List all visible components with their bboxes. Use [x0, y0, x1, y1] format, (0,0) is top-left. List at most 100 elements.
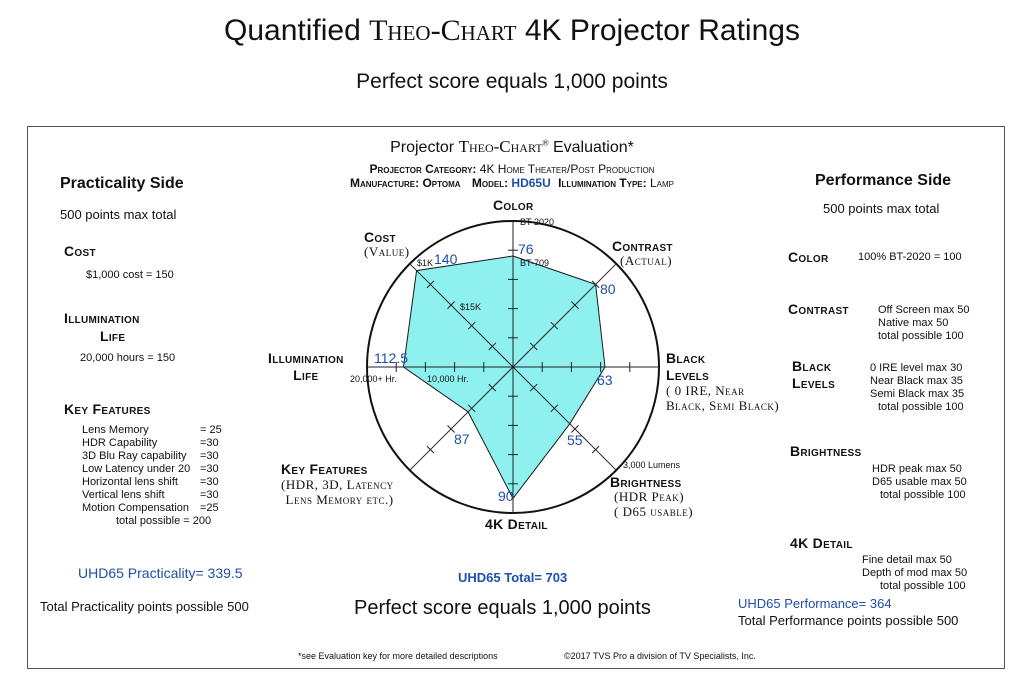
contrast-rules: Off Screen max 50 Native max 50 total po… [878, 304, 970, 343]
category-line: Projector Category: 4K Home Theater/Post… [0, 162, 1024, 176]
radar-tick-contrast [571, 301, 579, 309]
axis-label-illumination-1: Illumination [268, 350, 344, 366]
radar-tick-brightness [571, 425, 579, 433]
brightness-rule: D65 usable max 50 [872, 476, 967, 488]
scale-label-cost-15k: $15K [460, 302, 482, 312]
total-score: UHD65 Total= 703 [458, 570, 568, 585]
chart-frame [27, 126, 1005, 669]
key-rule-label: Motion Compensation [82, 502, 190, 514]
value-label-color: 76 [518, 241, 534, 257]
axis-sub-contrast: (Actual) [620, 253, 673, 268]
key-rule-row: Low Latency under 20 =30 [82, 463, 242, 476]
manufacture-label: Manufacture: [349, 176, 420, 190]
color-section-title: Color [788, 249, 829, 265]
title-part-a: Quantified [224, 14, 361, 47]
axis-sub-cost: (Value) [364, 244, 410, 259]
scale-label-bt709: BT-709 [520, 258, 550, 268]
category-value: 4K Home Theater/Post Production [479, 162, 655, 176]
key-rule-value: =30 [200, 437, 219, 449]
radar-spoke-contrast [512, 263, 617, 368]
axis-label-4k-detail: 4K Detail [485, 516, 548, 532]
radar-tick-contrast [591, 280, 600, 289]
radar-spoke-brightness [512, 366, 617, 471]
copyright: ©2017 TVS Pro a division of TV Specialis… [564, 651, 756, 661]
evaluation-title-b: Theo-Chart [458, 137, 543, 156]
key-rule-row: Horizontal lens shift =30 [82, 476, 242, 489]
key-rule-row: Lens Memory = 25 [82, 424, 242, 437]
value-label-brightness: 55 [567, 432, 583, 448]
key-features-rules: Lens Memory = 25 HDR Capability =30 3D Blu… [82, 424, 242, 528]
practicality-score: UHD65 Practicality= 339.5 [78, 565, 243, 581]
axis-label-color: Color [493, 197, 534, 213]
radar-spokes [367, 221, 659, 513]
radar-tick-features [447, 425, 455, 433]
scale-label-lumens: 3,000 Lumens [623, 460, 681, 470]
illumination-section-title-2: Life [100, 328, 126, 344]
black-levels-rule: Near Black max 35 [870, 375, 963, 387]
evaluation-key-footnote: *see Evaluation key for more detailed de… [298, 651, 498, 661]
manufacture-line: Manufacture: Optoma Model: HD65U Illumin… [0, 176, 1024, 190]
key-rule-value: =30 [200, 476, 219, 488]
key-rule-label: Low Latency under 20 [82, 463, 191, 475]
page-title: Quantified Theo-Chart 4K Projector Ratin… [0, 14, 1024, 48]
axis-label-cost: Cost [364, 229, 396, 245]
brightness-rules: HDR peak max 50 D65 usable max 50 total … [872, 463, 967, 502]
detail-rules: Fine detail max 50 Depth of mod max 50 t… [862, 554, 967, 593]
axis-sub-key-features: (HDR, 3D, Latency Lens Memory etc.) [281, 477, 394, 507]
cost-rule: $1,000 cost = 150 [86, 269, 174, 281]
radar-tick-cost [426, 280, 435, 289]
key-rule-value: = 25 [200, 424, 222, 436]
performance-max-total: 500 points max total [823, 201, 940, 216]
key-rule-label: Horizontal lens shift [82, 476, 178, 488]
axis-sub-key-features-1: (HDR, 3D, Latency [281, 477, 394, 492]
black-levels-rule: Semi Black max 35 [870, 388, 965, 400]
contrast-rule: total possible 100 [878, 330, 964, 342]
key-rule-value: =30 [200, 489, 219, 501]
manufacture-value: Optoma [422, 176, 461, 190]
axis-sub-brightness: (HDR Peak) ( D65 usable) [614, 489, 693, 519]
radar-tick-cost [447, 301, 455, 309]
perfect-score-note: Perfect score equals 1,000 points [354, 597, 651, 619]
radar-tick-cost [467, 321, 476, 330]
key-rule-value: =25 [200, 502, 219, 514]
key-rule-value: =30 [200, 450, 219, 462]
model-value: HD65U [511, 176, 551, 190]
key-rule-row: 3D Blu Ray capability =30 [82, 450, 242, 463]
key-rule-row: HDR Capability =30 [82, 437, 242, 450]
black-levels-rules: 0 IRE level max 30 Near Black max 35 Sem… [870, 362, 964, 414]
radar-tick-contrast [529, 342, 538, 351]
scale-label-cost-1k: $1K [417, 258, 434, 268]
axis-label-black-levels-1: Black [666, 350, 706, 366]
axis-label-contrast: Contrast [612, 238, 673, 254]
detail-rule: total possible 100 [880, 580, 966, 592]
black-levels-rule: 0 IRE level max 30 [870, 362, 963, 374]
color-rule: 100% BT-2020 = 100 [858, 251, 962, 263]
key-rule-label: 3D Blu Ray capability [82, 450, 187, 462]
page-subtitle: Perfect score equals 1,000 points [356, 70, 668, 93]
cost-section-title: Cost [64, 243, 96, 259]
value-label-illumination-life: 112.5 [374, 350, 408, 366]
title-part-b: Theo-Chart [369, 14, 517, 47]
key-rule-row: Vertical lens shift =30 [82, 489, 242, 502]
registered-mark: ® [542, 138, 549, 148]
value-label-cost: 140 [434, 251, 458, 267]
evaluation-title-c: Evaluation* [552, 139, 634, 156]
key-features-total: total possible = 200 [116, 515, 212, 527]
brightness-section-title: Brightness [790, 443, 862, 459]
contrast-rule: Off Screen max 50 [878, 304, 970, 316]
black-levels-section-title-1: Black [792, 358, 832, 374]
key-rule-value: =30 [200, 463, 219, 475]
radar-spoke-features [409, 366, 514, 471]
axis-sub-brightness-2: ( D65 usable) [614, 504, 694, 519]
model-label: Model: [471, 176, 509, 190]
radar-tick-brightness [591, 445, 600, 454]
illumination-rule: 20,000 hours = 150 [80, 352, 176, 364]
brightness-rule: total possible 100 [880, 489, 966, 501]
key-rule-label: Lens Memory [82, 424, 149, 436]
black-levels-rule: total possible 100 [878, 401, 964, 413]
key-rule-row: Motion Compensation =25 [82, 502, 242, 515]
performance-title: Performance Side [815, 172, 952, 189]
radar-tick-brightness [550, 404, 559, 413]
radar-tick-contrast [550, 321, 559, 330]
